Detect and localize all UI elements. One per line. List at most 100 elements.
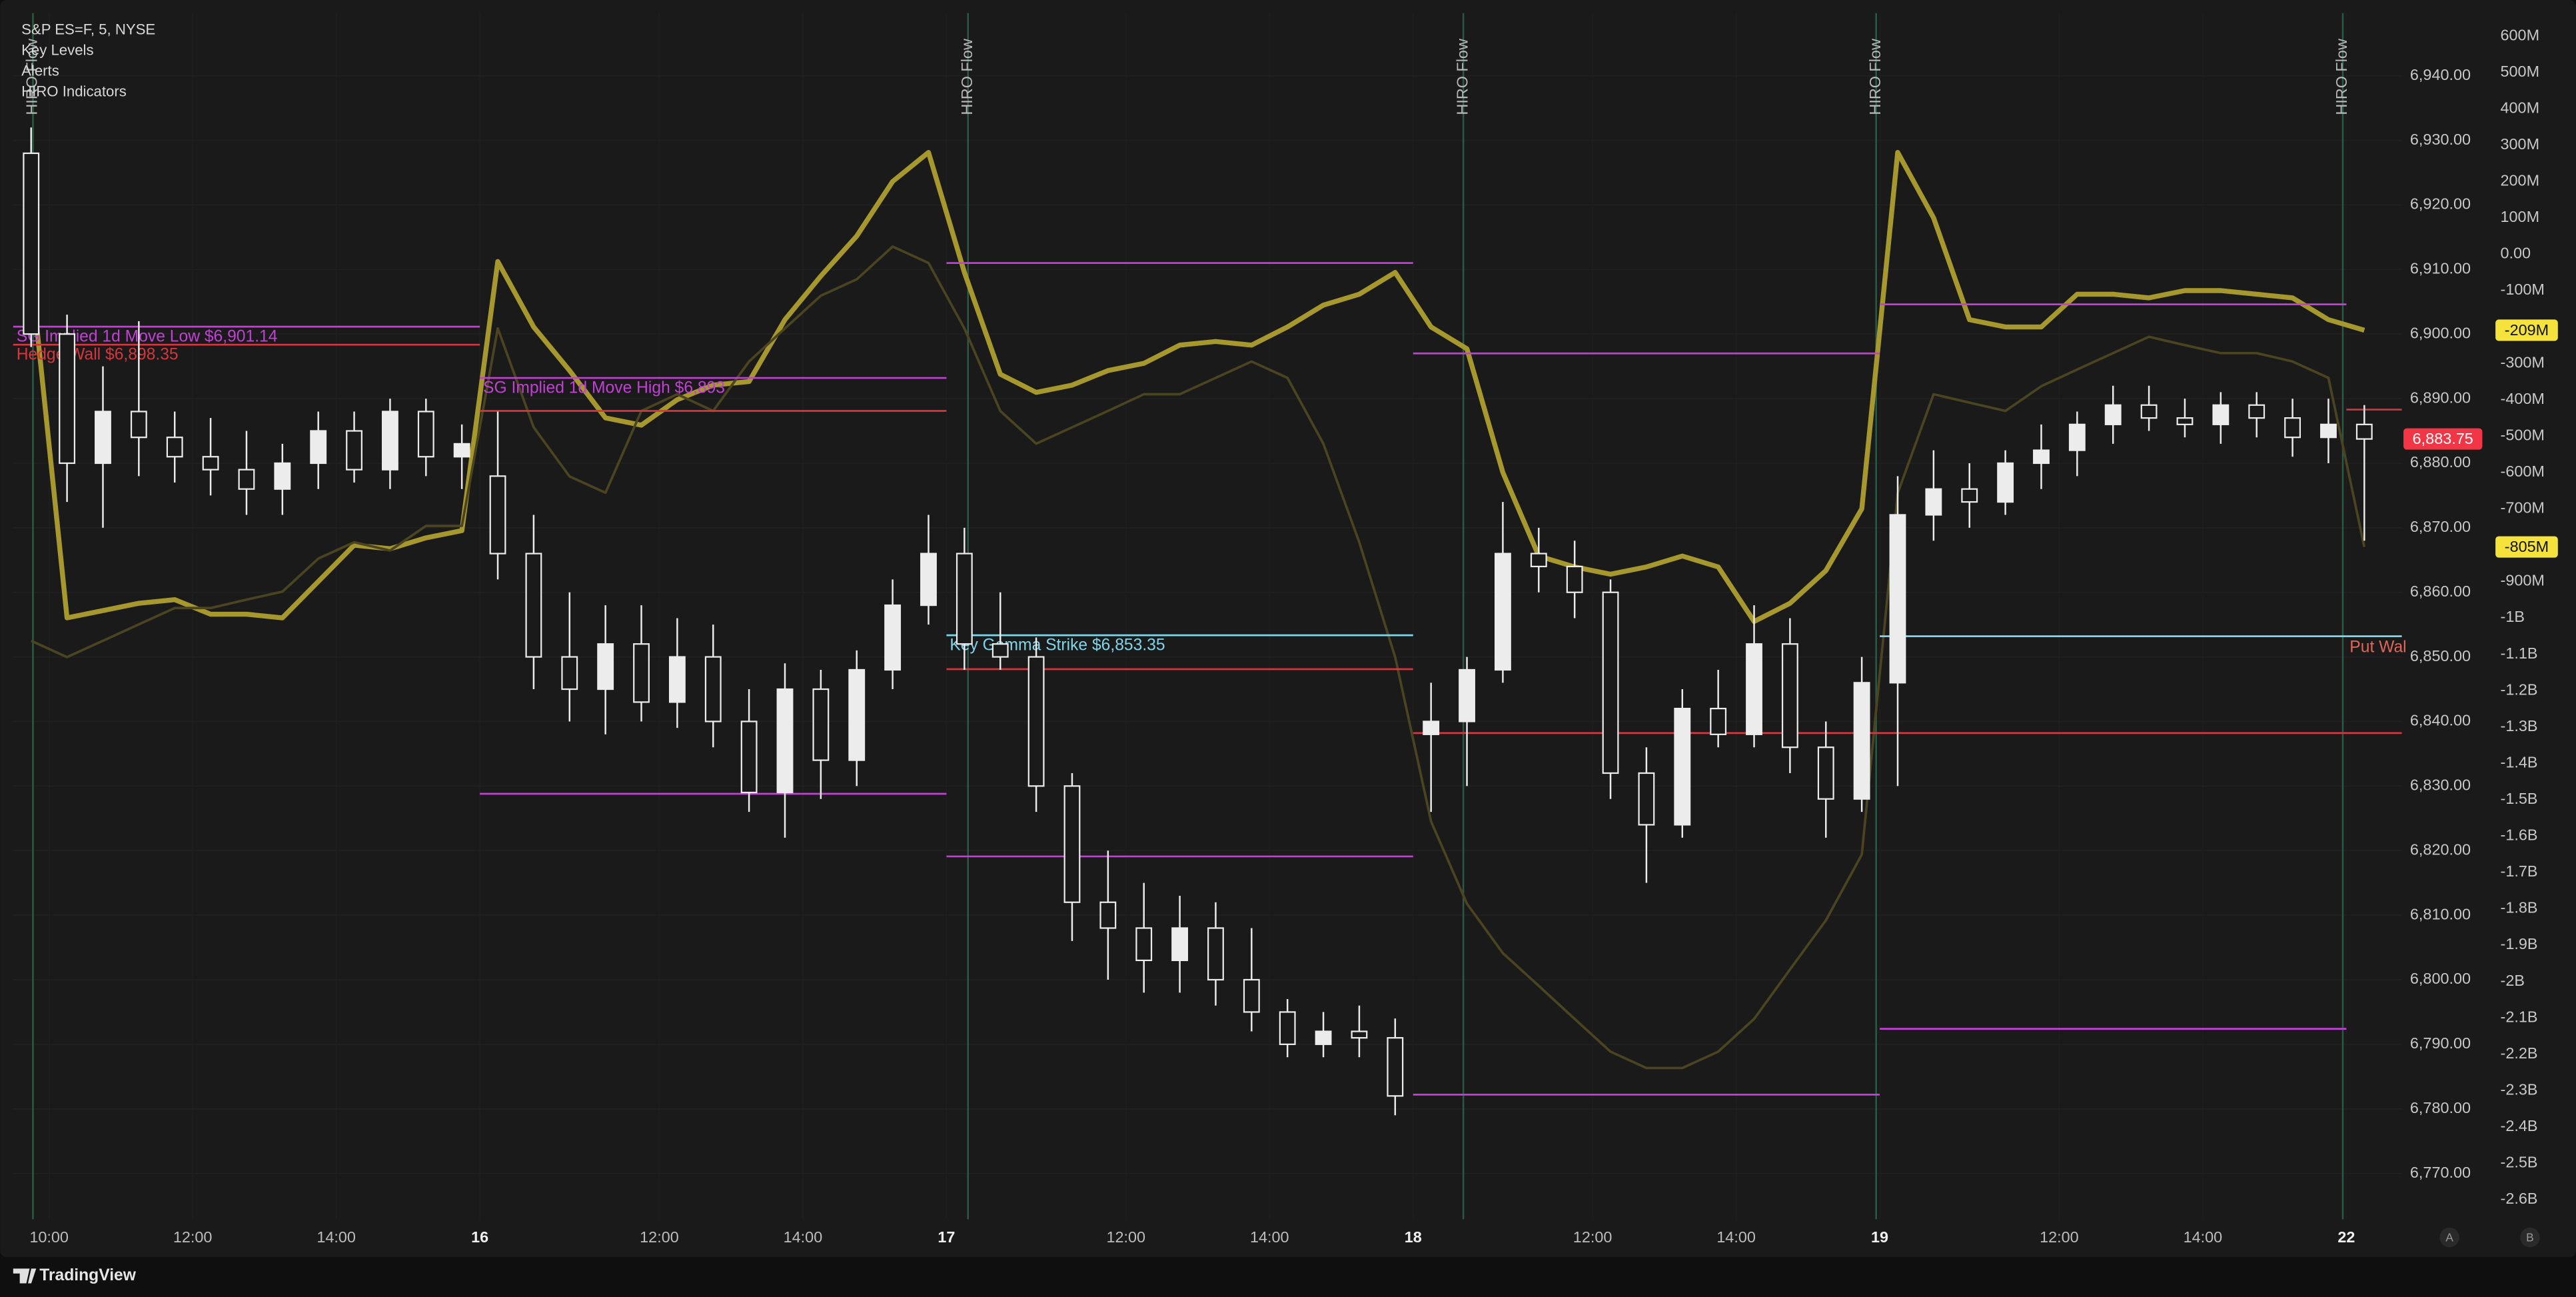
candle-body xyxy=(991,643,1009,658)
x-tick-label: 12:00 xyxy=(173,1228,213,1246)
candle-body xyxy=(1243,978,1260,1013)
x-tick-label: 16 xyxy=(471,1228,488,1246)
indicator-label: Alerts xyxy=(21,63,59,79)
key-level-label: Hedge Wall $6,898.35 xyxy=(17,346,179,364)
price-tag-bg xyxy=(2403,428,2483,450)
candle-body xyxy=(1961,488,1978,503)
candle-body xyxy=(1746,643,1762,735)
hiro-tag: -805M xyxy=(2505,538,2549,555)
x-tick-label: 12:00 xyxy=(1573,1228,1612,1246)
candle-body xyxy=(1674,707,1691,826)
plot-area: HIRO Flow HIRO Flow HIRO Flow HIRO Flow HIRO… xyxy=(13,13,2407,1220)
auto-scale-button[interactable]: A xyxy=(2445,1230,2453,1244)
hiro-line xyxy=(30,245,2366,1070)
candle-body xyxy=(1495,553,1511,671)
candle-body xyxy=(2320,423,2337,439)
y2-tick-label: -1.6B xyxy=(2501,826,2538,844)
event-label: HIRO Flow xyxy=(23,39,41,115)
candle-body xyxy=(2355,423,2373,440)
y-tick-label: 6,900.00 xyxy=(2410,324,2471,341)
candle-body xyxy=(1351,1030,1368,1039)
candle-body xyxy=(1602,591,1619,774)
x-tick-label: 14:00 xyxy=(317,1228,356,1246)
candle-body xyxy=(1925,488,1942,516)
y-tick-label: 6,840.00 xyxy=(2410,712,2471,729)
button-bg[interactable] xyxy=(2439,1227,2459,1248)
candle-body xyxy=(1638,772,1655,826)
y2-tick-label: -700M xyxy=(2501,499,2545,517)
y-tick-label: 6,790.00 xyxy=(2410,1034,2471,1052)
buttons-toggle[interactable]: B xyxy=(2526,1230,2534,1244)
y2-tick-label: -2.4B xyxy=(2501,1117,2538,1134)
y2-tick-label: 500M xyxy=(2501,63,2540,80)
button-bg[interactable] xyxy=(2520,1227,2540,1248)
candle-body xyxy=(1135,927,1153,962)
candle-body xyxy=(1566,565,1583,593)
x-tick-label: 10:00 xyxy=(29,1228,69,1246)
indicator-label: Key Levels xyxy=(21,42,93,59)
candle-body xyxy=(2068,423,2086,451)
footer: TradingView xyxy=(13,1266,137,1284)
candle-body xyxy=(346,430,362,471)
event-label: HIRO Flow xyxy=(2333,39,2350,115)
y-tick-label: 6,830.00 xyxy=(2410,776,2471,794)
y-tick-label: 6,800.00 xyxy=(2410,970,2471,987)
candle-body xyxy=(525,553,542,658)
candle-body xyxy=(166,437,183,458)
candle-body xyxy=(489,475,506,555)
y-tick-label: 6,930.00 xyxy=(2410,131,2471,148)
y2-tick-label: -1.4B xyxy=(2501,753,2538,770)
y-tick-label: 6,940.00 xyxy=(2410,66,2471,83)
x-tick-label: 12:00 xyxy=(640,1228,679,1246)
candle-body xyxy=(633,643,650,703)
y2-tick-label: -2.5B xyxy=(2501,1154,2538,1171)
candle-body xyxy=(2212,404,2230,425)
candle-body xyxy=(1530,553,1547,568)
candle-body xyxy=(1063,785,1081,903)
candle-body xyxy=(23,152,40,335)
x-tick-label: 12:00 xyxy=(2040,1228,2079,1246)
y-tick-label: 6,920.00 xyxy=(2410,195,2471,213)
y2-tick-label: -1.5B xyxy=(2501,790,2538,807)
y2-tick-label: 100M xyxy=(2501,208,2540,225)
y2-tick-label: -2.1B xyxy=(2501,1008,2538,1025)
candle-body xyxy=(1781,643,1798,748)
event-label: HIRO Flow xyxy=(958,39,975,115)
x-tick-label: 14:00 xyxy=(2184,1228,2223,1246)
key-level-label: SG Implied 1d Move Low $6,901.14 xyxy=(17,328,278,346)
candle-body xyxy=(382,411,398,471)
candle-body xyxy=(597,643,614,690)
y2-tick-label: -600M xyxy=(2501,463,2545,480)
candle-body xyxy=(130,411,147,439)
candle-body xyxy=(561,656,578,690)
candle-body xyxy=(95,411,111,465)
candle-body xyxy=(704,656,722,722)
candle-body xyxy=(776,688,794,794)
candle-body xyxy=(1387,1037,1404,1097)
y2-tick-label: 300M xyxy=(2501,135,2540,153)
candle-body xyxy=(1853,682,1870,800)
indicator-label: S&P ES=F, 5, NYSE xyxy=(21,21,155,37)
x-tick-label: 14:00 xyxy=(784,1228,823,1246)
x-tick-label: 14:00 xyxy=(1716,1228,1756,1246)
y2-tick-label: -1.1B xyxy=(2501,645,2538,662)
candle-body xyxy=(2104,404,2122,425)
candle-body xyxy=(202,456,219,471)
candle-body xyxy=(812,688,830,761)
y2-tick-label: 400M xyxy=(2501,99,2540,116)
candle-body xyxy=(2248,404,2265,419)
y-tick-label: 6,780.00 xyxy=(2410,1099,2471,1116)
y2-tick-label: -2.6B xyxy=(2501,1190,2538,1207)
candle-body xyxy=(668,656,686,703)
x-tick-label: 18 xyxy=(1405,1228,1422,1246)
candle-body xyxy=(2176,417,2194,425)
candle-body xyxy=(238,469,255,490)
y2-tick-label: -400M xyxy=(2501,390,2545,407)
key-level-label: Put Wal xyxy=(2349,638,2406,656)
y2-tick-label: -1.2B xyxy=(2501,680,2538,698)
candle-body xyxy=(310,430,327,465)
hiro-tag: -209M xyxy=(2505,321,2549,339)
y-tick-label: 6,880.00 xyxy=(2410,453,2471,471)
x-tick-label: 14:00 xyxy=(1250,1228,1289,1246)
